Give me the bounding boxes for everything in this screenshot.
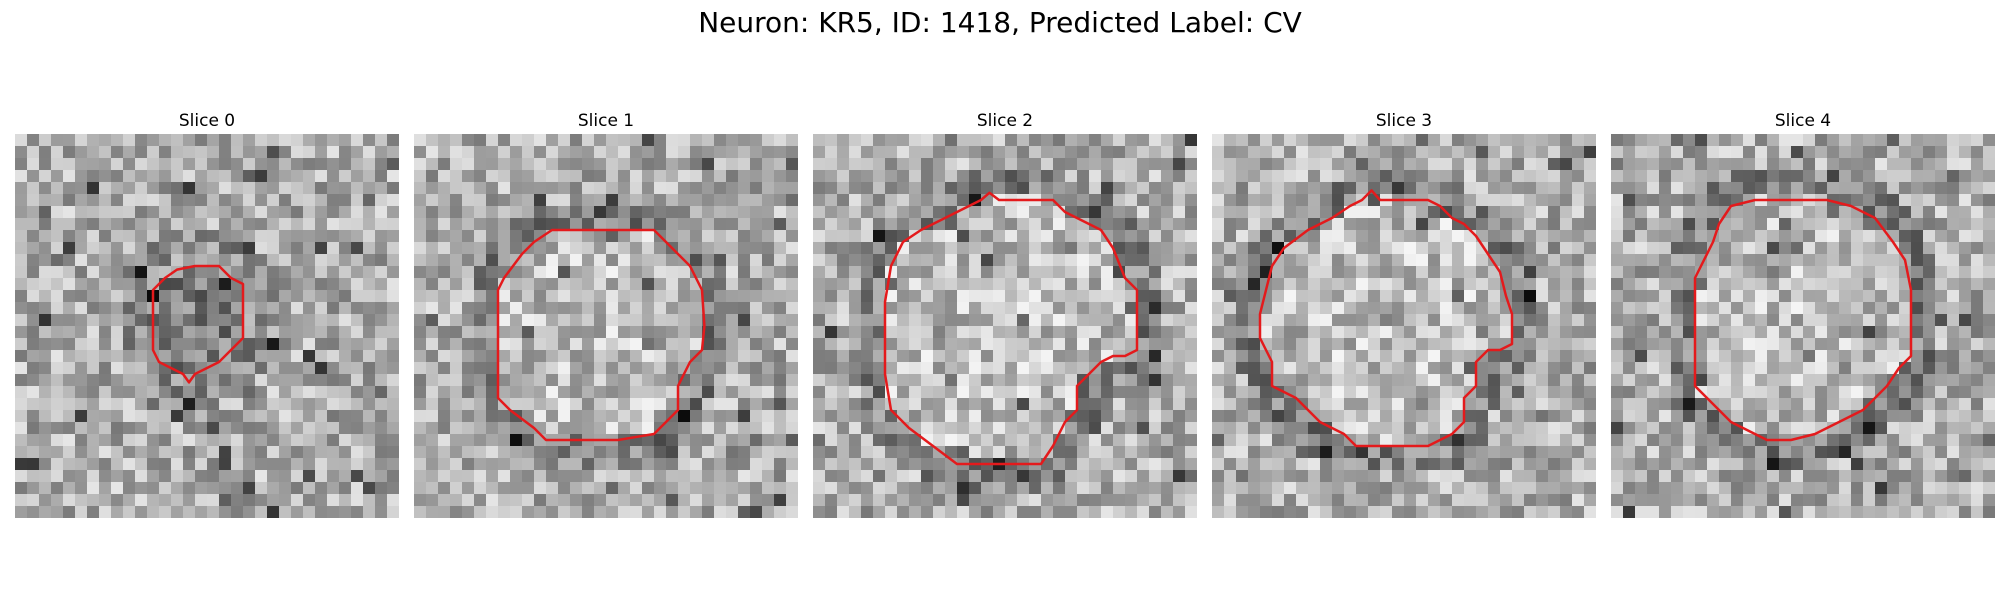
slice-panel-0: Slice 0 xyxy=(15,108,399,518)
slice-title: Slice 4 xyxy=(1774,111,1832,131)
slice-pixel-grid xyxy=(414,134,798,518)
slice-pixel-grid xyxy=(813,134,1197,518)
segmentation-contour xyxy=(1258,189,1514,448)
slice-title: Slice 3 xyxy=(1375,111,1433,131)
slice-panel-3: Slice 3 xyxy=(1212,108,1596,518)
slice-image xyxy=(1212,134,1596,518)
slice-image xyxy=(414,134,798,518)
slice-pixel-grid xyxy=(15,134,399,518)
slice-panel-4: Slice 4 xyxy=(1611,108,1995,518)
slice-image xyxy=(15,134,399,518)
segmentation-contour xyxy=(1693,198,1913,442)
slice-image xyxy=(1611,134,1995,518)
slice-pixel-grid xyxy=(1212,134,1596,518)
slice-panel-2: Slice 2 xyxy=(813,108,1197,518)
slice-pixel-grid xyxy=(1611,134,1995,518)
segmentation-contour xyxy=(883,191,1139,466)
segmentation-contour xyxy=(496,228,706,442)
slice-title: Slice 2 xyxy=(976,111,1034,131)
slice-title: Slice 0 xyxy=(178,111,236,131)
slice-title: Slice 1 xyxy=(577,111,635,131)
slice-panel-1: Slice 1 xyxy=(414,108,798,518)
figure-title: Neuron: KR5, ID: 1418, Predicted Label: … xyxy=(698,6,1302,39)
segmentation-contour xyxy=(151,264,245,384)
slice-image xyxy=(813,134,1197,518)
